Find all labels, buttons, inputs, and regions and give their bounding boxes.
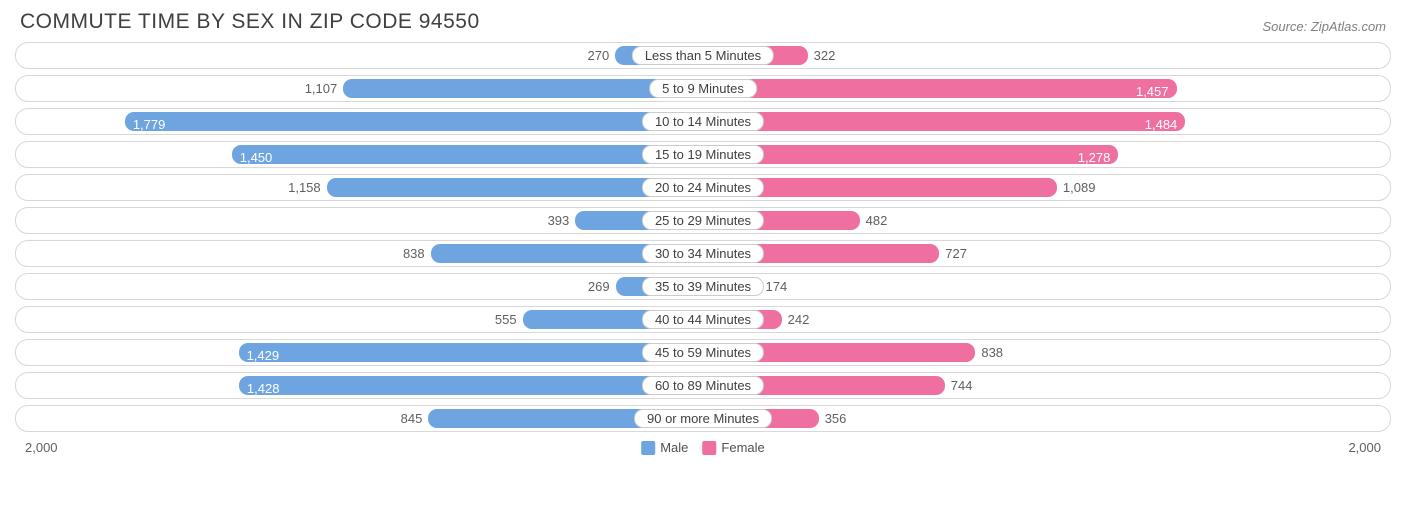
chart-row: 1,107 1,457 5 to 9 Minutes — [15, 75, 1391, 102]
legend-label-female: Female — [721, 440, 764, 455]
chart-header: COMMUTE TIME BY SEX IN ZIP CODE 94550 So… — [0, 0, 1406, 42]
value-label-male: 1,429 — [247, 346, 280, 365]
legend-item-female: Female — [702, 440, 764, 455]
chart-source: Source: ZipAtlas.com — [1262, 19, 1386, 34]
axis-max-right: 2,000 — [1348, 440, 1381, 455]
chart-row: 1,428 744 60 to 89 Minutes — [15, 372, 1391, 399]
chart-row: 838 727 30 to 34 Minutes — [15, 240, 1391, 267]
bar-male: 1,428 — [239, 376, 703, 395]
chart-row: 393 482 25 to 29 Minutes — [15, 207, 1391, 234]
value-label-male: 555 — [495, 310, 517, 329]
legend-item-male: Male — [641, 440, 688, 455]
bar-male: 1,429 — [239, 343, 703, 362]
bar-female: 1,278 — [703, 145, 1118, 164]
chart-area: 270 322 Less than 5 Minutes 1,107 1,457 5 to … — [15, 42, 1391, 432]
value-label-male: 393 — [548, 211, 570, 230]
legend-swatch-female — [702, 441, 716, 455]
category-label: 30 to 34 Minutes — [642, 244, 764, 263]
value-label-male: 1,779 — [133, 115, 166, 134]
value-label-male: 845 — [401, 409, 423, 428]
category-label: 5 to 9 Minutes — [649, 79, 757, 98]
chart-footer: 2,000 Male Female 2,000 — [15, 438, 1391, 462]
bar-male: 1,450 — [232, 145, 703, 164]
value-label-female: 838 — [981, 343, 1003, 362]
value-label-female: 482 — [866, 211, 888, 230]
chart-row: 1,429 838 45 to 59 Minutes — [15, 339, 1391, 366]
chart-row: 1,450 1,278 15 to 19 Minutes — [15, 141, 1391, 168]
value-label-female: 356 — [825, 409, 847, 428]
category-label: 60 to 89 Minutes — [642, 376, 764, 395]
value-label-male: 270 — [588, 46, 610, 65]
chart-title: COMMUTE TIME BY SEX IN ZIP CODE 94550 — [20, 10, 480, 34]
value-label-female: 1,278 — [1078, 148, 1111, 167]
category-label: 45 to 59 Minutes — [642, 343, 764, 362]
category-label: 35 to 39 Minutes — [642, 277, 764, 296]
category-label: 25 to 29 Minutes — [642, 211, 764, 230]
category-label: 40 to 44 Minutes — [642, 310, 764, 329]
category-label: 10 to 14 Minutes — [642, 112, 764, 131]
value-label-male: 838 — [403, 244, 425, 263]
value-label-female: 727 — [945, 244, 967, 263]
value-label-female: 1,484 — [1145, 115, 1178, 134]
chart-row: 845 356 90 or more Minutes — [15, 405, 1391, 432]
chart-row: 269 17435 to 39 Minutes — [15, 273, 1391, 300]
bar-female: 1,484 — [703, 112, 1185, 131]
value-label-male: 1,450 — [240, 148, 273, 167]
value-label-female: 322 — [814, 46, 836, 65]
bar-male: 1,779 — [125, 112, 703, 131]
value-label-female: 1,457 — [1136, 82, 1169, 101]
category-label: 90 or more Minutes — [634, 409, 772, 428]
category-label: Less than 5 Minutes — [632, 46, 774, 65]
legend: Male Female — [641, 440, 765, 455]
value-label-male: 269 — [588, 277, 610, 296]
chart-row: 1,779 1,484 10 to 14 Minutes — [15, 108, 1391, 135]
axis-max-left: 2,000 — [25, 440, 58, 455]
legend-swatch-male — [641, 441, 655, 455]
legend-label-male: Male — [660, 440, 688, 455]
chart-row: 555 242 40 to 44 Minutes — [15, 306, 1391, 333]
value-label-female: 1,089 — [1063, 178, 1096, 197]
category-label: 20 to 24 Minutes — [642, 178, 764, 197]
value-label-male: 1,107 — [305, 79, 338, 98]
category-label: 15 to 19 Minutes — [642, 145, 764, 164]
chart-row: 270 322 Less than 5 Minutes — [15, 42, 1391, 69]
value-label-female: 242 — [788, 310, 810, 329]
value-label-male: 1,428 — [247, 379, 280, 398]
value-label-female: 744 — [951, 376, 973, 395]
bar-female: 1,457 — [703, 79, 1177, 98]
value-label-female: 174 — [766, 277, 788, 296]
chart-row: 1,158 1,089 20 to 24 Minutes — [15, 174, 1391, 201]
value-label-male: 1,158 — [288, 178, 321, 197]
